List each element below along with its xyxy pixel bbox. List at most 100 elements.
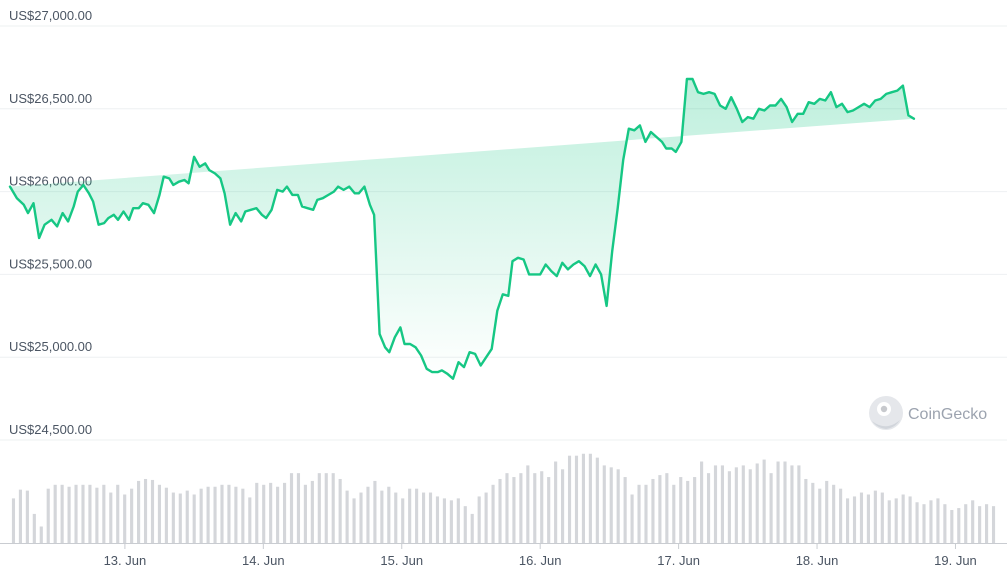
volume-bar[interactable] (519, 473, 523, 543)
volume-bar[interactable] (331, 473, 335, 543)
volume-bar[interactable] (602, 465, 606, 543)
volume-bar[interactable] (741, 465, 745, 543)
volume-bar[interactable] (32, 513, 36, 543)
volume-bar[interactable] (985, 504, 989, 543)
volume-bar[interactable] (574, 455, 579, 543)
volume-bar[interactable] (449, 500, 453, 543)
volume-bar[interactable] (366, 486, 370, 543)
volume-bar[interactable] (39, 526, 43, 543)
volume-bar[interactable] (832, 484, 836, 543)
volume-bar[interactable] (456, 498, 460, 543)
volume-bar[interactable] (428, 492, 433, 543)
volume-bar[interactable] (526, 465, 530, 543)
volume-bar[interactable] (109, 492, 113, 543)
volume-bar[interactable] (317, 473, 321, 543)
volume-bar[interactable] (359, 492, 363, 543)
volume-bar[interactable] (581, 453, 585, 543)
volume-bar[interactable] (11, 498, 16, 543)
volume-bar[interactable] (706, 473, 711, 543)
volume-bar[interactable] (123, 494, 127, 544)
volume-bar[interactable] (512, 477, 516, 543)
volume-bar[interactable] (234, 486, 238, 543)
volume-bar[interactable] (755, 463, 759, 543)
volume-bar[interactable] (623, 477, 627, 543)
volume-bar[interactable] (88, 484, 92, 543)
price-line[interactable] (8, 77, 916, 380)
volume-bar[interactable] (255, 482, 259, 543)
volume-bar[interactable] (470, 513, 474, 543)
volume-bar[interactable] (873, 490, 877, 543)
volume-bar[interactable] (644, 484, 648, 543)
volume-bar[interactable] (338, 478, 342, 543)
volume-bar[interactable] (533, 473, 537, 543)
volume-bar[interactable] (991, 506, 996, 543)
volume-bar[interactable] (769, 473, 773, 543)
volume-bar[interactable] (561, 469, 565, 543)
volume-bar[interactable] (442, 498, 446, 543)
volume-bar[interactable] (630, 494, 634, 544)
volume-bar[interactable] (185, 490, 189, 543)
volume-bar[interactable] (164, 487, 168, 543)
volume-bar[interactable] (978, 506, 982, 543)
volume-bar[interactable] (137, 480, 141, 543)
volume-bar[interactable] (908, 496, 912, 543)
volume-bar[interactable] (102, 484, 106, 543)
volume-bar[interactable] (964, 504, 968, 543)
volume-bar[interactable] (206, 486, 210, 543)
volume-bar[interactable] (957, 508, 961, 543)
volume-bar[interactable] (811, 482, 815, 543)
volume-bar[interactable] (547, 477, 551, 543)
volume-bar[interactable] (380, 490, 384, 543)
volume-bar[interactable] (18, 489, 22, 543)
volume-bar[interactable] (727, 471, 731, 543)
volume-bar[interactable] (303, 484, 307, 543)
volume-bar[interactable] (310, 480, 314, 543)
volume-bar[interactable] (679, 477, 683, 543)
volume-bar[interactable] (171, 492, 175, 543)
volume-bar[interactable] (95, 487, 99, 543)
volume-bar[interactable] (783, 461, 787, 543)
volume-bar[interactable] (116, 484, 120, 543)
volume-bar[interactable] (929, 500, 933, 543)
volume-bar[interactable] (922, 504, 926, 543)
volume-bar[interactable] (227, 484, 231, 543)
volume-bar[interactable] (352, 498, 356, 543)
volume-bar[interactable] (637, 484, 641, 543)
volume-bar[interactable] (846, 498, 850, 543)
volume-bar[interactable] (345, 490, 349, 543)
volume-bar[interactable] (435, 496, 440, 543)
volume-bar[interactable] (53, 484, 57, 543)
volume-bar[interactable] (693, 477, 697, 543)
volume-bar[interactable] (658, 475, 662, 543)
volume-bar[interactable] (720, 465, 725, 543)
volume-bar[interactable] (588, 453, 592, 543)
volume-bar[interactable] (269, 482, 273, 543)
volume-bar[interactable] (839, 488, 843, 543)
volume-bar[interactable] (387, 486, 391, 543)
volume-bar[interactable] (262, 484, 266, 543)
volume-bar[interactable] (241, 488, 245, 543)
volume-bar[interactable] (915, 502, 919, 543)
volume-bar[interactable] (887, 500, 891, 543)
volume-bar[interactable] (797, 465, 801, 543)
volume-bar[interactable] (505, 473, 509, 543)
volume-bar[interactable] (713, 465, 718, 543)
volume-bar[interactable] (616, 469, 620, 543)
volume-bar[interactable] (282, 482, 287, 543)
volume-bar[interactable] (859, 492, 864, 543)
volume-bar[interactable] (60, 484, 64, 543)
volume-bar[interactable] (540, 471, 544, 543)
volume-bar[interactable] (609, 467, 613, 543)
volume-bar[interactable] (296, 473, 301, 543)
volume-bar[interactable] (700, 461, 704, 543)
volume-bar[interactable] (554, 461, 558, 543)
volume-bar[interactable] (734, 467, 738, 543)
volume-bar[interactable] (491, 484, 495, 543)
volume-bar[interactable] (477, 496, 481, 543)
volume-bar[interactable] (81, 484, 85, 543)
volume-bar[interactable] (289, 473, 294, 543)
volume-bar[interactable] (46, 488, 50, 543)
volume-bar[interactable] (866, 494, 870, 544)
